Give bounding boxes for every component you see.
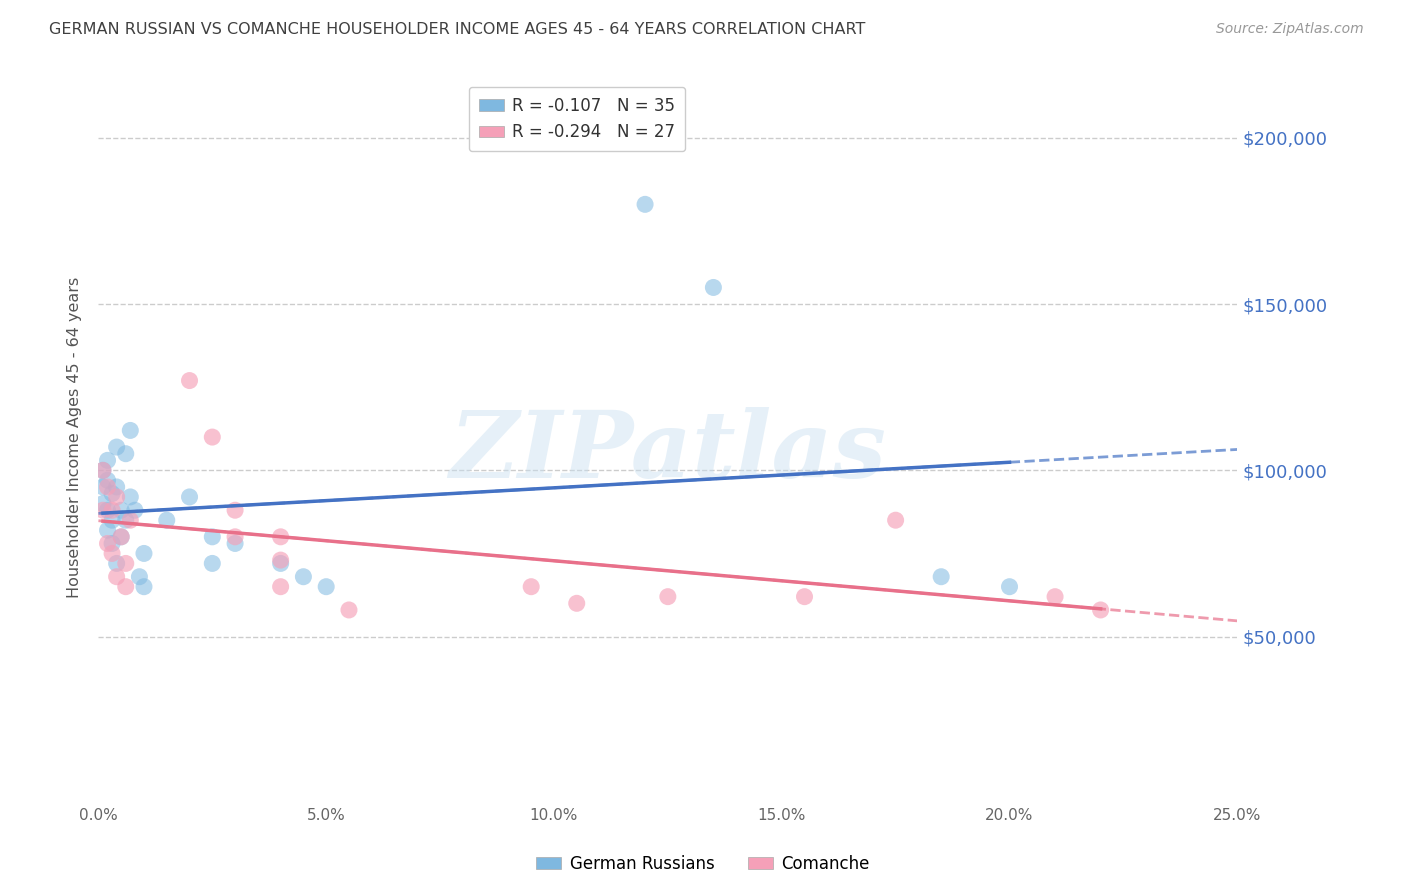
Point — [91, 480, 114, 494]
Point — [132, 580, 155, 594]
Point — [270, 553, 292, 567]
Point — [270, 580, 292, 594]
Point — [270, 557, 292, 571]
Point — [105, 440, 128, 454]
Point — [114, 557, 136, 571]
Point — [657, 590, 679, 604]
Point — [101, 513, 124, 527]
Point — [1090, 603, 1112, 617]
Point — [114, 447, 136, 461]
Point — [929, 570, 952, 584]
Point — [105, 570, 128, 584]
Point — [96, 536, 118, 550]
Point — [96, 453, 118, 467]
Point — [337, 603, 360, 617]
Point — [105, 490, 128, 504]
Text: Source: ZipAtlas.com: Source: ZipAtlas.com — [1216, 22, 1364, 37]
Point — [224, 503, 246, 517]
Point — [998, 580, 1021, 594]
Point — [884, 513, 907, 527]
Point — [120, 424, 142, 438]
Point — [634, 197, 657, 211]
Y-axis label: Householder Income Ages 45 - 64 years: Householder Income Ages 45 - 64 years — [67, 277, 83, 598]
Point — [702, 280, 724, 294]
Point — [105, 557, 128, 571]
Point — [270, 530, 292, 544]
Point — [124, 503, 146, 517]
Point — [1043, 590, 1066, 604]
Point — [91, 497, 114, 511]
Point — [201, 530, 224, 544]
Point — [179, 374, 201, 388]
Point — [292, 570, 315, 584]
Point — [114, 580, 136, 594]
Point — [520, 580, 543, 594]
Point — [101, 536, 124, 550]
Point — [110, 503, 132, 517]
Point — [793, 590, 815, 604]
Point — [101, 486, 124, 500]
Text: GERMAN RUSSIAN VS COMANCHE HOUSEHOLDER INCOME AGES 45 - 64 YEARS CORRELATION CHA: GERMAN RUSSIAN VS COMANCHE HOUSEHOLDER I… — [49, 22, 866, 37]
Point — [128, 570, 150, 584]
Point — [105, 480, 128, 494]
Point — [179, 490, 201, 504]
Point — [96, 473, 118, 487]
Point — [101, 503, 124, 517]
Point — [201, 557, 224, 571]
Point — [91, 503, 114, 517]
Point — [120, 513, 142, 527]
Point — [120, 490, 142, 504]
Point — [224, 530, 246, 544]
Text: ZIPatlas: ZIPatlas — [450, 407, 886, 497]
Point — [114, 513, 136, 527]
Point — [110, 530, 132, 544]
Point — [96, 523, 118, 537]
Legend: R = -0.107   N = 35, R = -0.294   N = 27: R = -0.107 N = 35, R = -0.294 N = 27 — [468, 87, 685, 152]
Point — [156, 513, 179, 527]
Point — [565, 596, 588, 610]
Legend: German Russians, Comanche: German Russians, Comanche — [530, 848, 876, 880]
Point — [224, 536, 246, 550]
Point — [101, 546, 124, 560]
Point — [110, 530, 132, 544]
Point — [132, 546, 155, 560]
Point — [91, 463, 114, 477]
Point — [91, 463, 114, 477]
Point — [201, 430, 224, 444]
Point — [96, 503, 118, 517]
Point — [315, 580, 337, 594]
Point — [96, 480, 118, 494]
